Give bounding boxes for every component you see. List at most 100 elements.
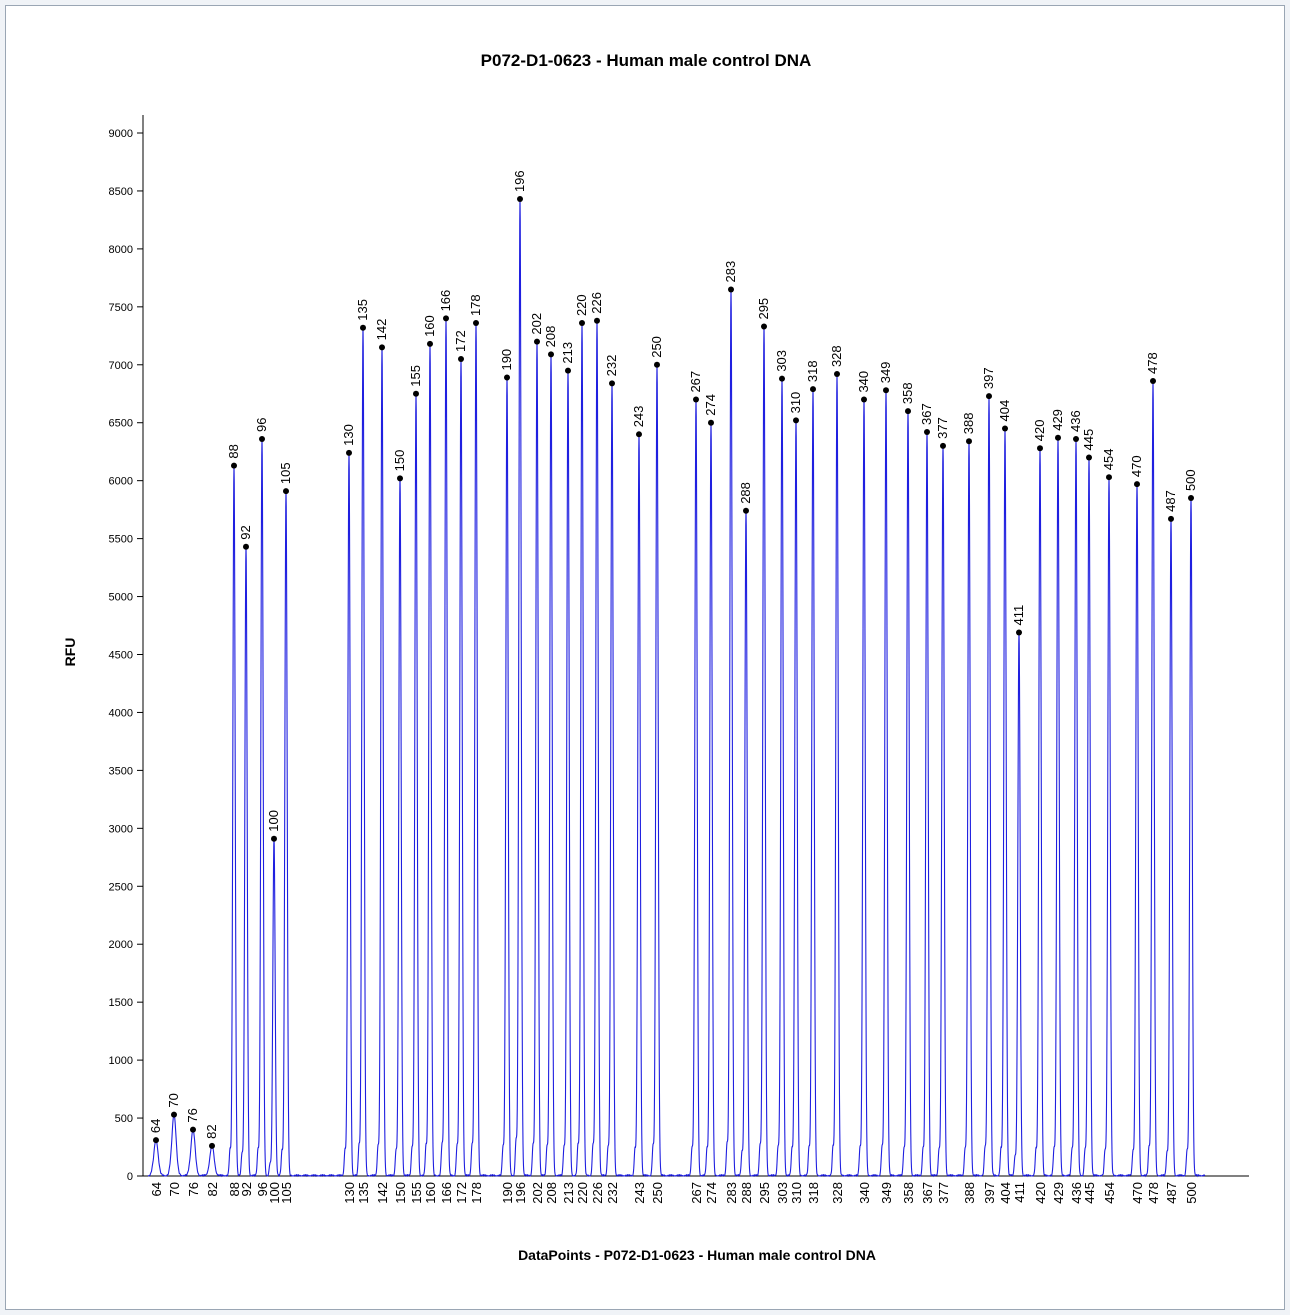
peak-marker	[153, 1137, 159, 1144]
peak-label: 250	[649, 336, 664, 358]
y-tick-label: 5000	[109, 592, 133, 604]
y-tick-label: 2500	[109, 881, 133, 893]
peak-marker	[413, 390, 419, 397]
x-tick-label: 470	[1130, 1182, 1145, 1204]
x-tick-label: 420	[1033, 1182, 1048, 1204]
y-tick-label: 8500	[109, 186, 133, 198]
peak-label: 328	[829, 345, 844, 367]
peak-label: 377	[935, 417, 950, 439]
peak-label: 358	[900, 382, 915, 404]
x-tick-label: 220	[575, 1182, 590, 1204]
peak-label: 445	[1081, 429, 1096, 451]
y-tick-label: 6000	[109, 476, 133, 488]
x-tick-label: 92	[239, 1182, 254, 1196]
peak-label: 340	[856, 371, 871, 393]
peak-label: 190	[499, 349, 514, 371]
y-tick-label: 3500	[109, 765, 133, 777]
x-tick-label: 226	[590, 1182, 605, 1204]
peak-label: 196	[512, 170, 527, 192]
y-tick-label: 9000	[109, 128, 133, 140]
peak-marker	[986, 393, 992, 400]
peak-marker	[171, 1111, 177, 1118]
x-tick-label: 82	[205, 1182, 220, 1196]
x-tick-label: 274	[704, 1182, 719, 1204]
peak-label: 88	[226, 444, 241, 458]
y-tick-label: 6500	[109, 418, 133, 430]
peak-marker	[190, 1126, 196, 1133]
x-tick-label: 411	[1012, 1182, 1027, 1203]
x-tick-label: 150	[393, 1182, 408, 1204]
peak-marker	[1073, 435, 1079, 442]
peak-marker	[517, 196, 523, 203]
peak-label: 500	[1183, 469, 1198, 491]
peak-marker	[379, 344, 385, 351]
peak-marker	[1055, 434, 1061, 441]
peak-label: 283	[723, 261, 738, 283]
x-tick-label: 397	[982, 1182, 997, 1204]
y-tick-label: 4000	[109, 707, 133, 719]
peak-marker	[905, 408, 911, 415]
peak-label: 220	[574, 294, 589, 316]
x-tick-label: 454	[1102, 1182, 1117, 1204]
x-tick-label: 429	[1051, 1182, 1066, 1204]
peak-marker	[1016, 629, 1022, 636]
x-tick-label: 328	[830, 1182, 845, 1204]
x-tick-label: 190	[500, 1182, 515, 1204]
x-tick-label: 76	[186, 1182, 201, 1196]
x-tick-label: 303	[775, 1182, 790, 1204]
y-tick-label: 8000	[109, 244, 133, 256]
y-tick-label: 5500	[109, 534, 133, 546]
peak-marker	[636, 431, 642, 438]
peak-marker	[271, 835, 277, 842]
peak-label: 478	[1145, 352, 1160, 374]
peak-label: 429	[1050, 409, 1065, 431]
y-tick-label: 1000	[109, 1055, 133, 1067]
peak-label: 213	[560, 342, 575, 364]
peak-marker	[1150, 378, 1156, 385]
x-tick-label: 105	[279, 1182, 294, 1204]
x-tick-label: 196	[513, 1182, 528, 1204]
peak-label: 226	[589, 292, 604, 314]
peak-label: 397	[981, 367, 996, 389]
x-tick-label: 500	[1184, 1182, 1199, 1204]
x-tick-label: 436	[1069, 1182, 1084, 1204]
x-tick-label: 445	[1082, 1182, 1097, 1204]
peak-marker	[548, 351, 554, 358]
peak-marker	[473, 320, 479, 327]
peak-marker	[609, 380, 615, 387]
y-tick-label: 0	[127, 1171, 133, 1183]
peak-label: 436	[1068, 410, 1083, 432]
x-tick-label: 388	[962, 1182, 977, 1204]
peak-marker	[761, 323, 767, 330]
peak-label: 303	[774, 350, 789, 372]
peak-label: 202	[529, 313, 544, 335]
peak-label: 487	[1163, 490, 1178, 512]
peak-label: 232	[604, 355, 619, 377]
peak-label: 367	[919, 403, 934, 425]
y-axis-title: RFU	[62, 638, 78, 667]
peak-label: 208	[543, 326, 558, 348]
y-tick-label: 1500	[109, 997, 133, 1009]
peak-label: 172	[453, 330, 468, 352]
x-tick-label: 160	[423, 1182, 438, 1204]
x-tick-label: 288	[739, 1182, 754, 1204]
peak-label: 105	[278, 462, 293, 484]
x-tick-label: 310	[789, 1182, 804, 1204]
x-tick-label: 130	[342, 1182, 357, 1204]
peak-label: 274	[703, 394, 718, 416]
peak-marker	[1188, 495, 1194, 502]
x-tick-label: 295	[757, 1182, 772, 1204]
x-tick-label: 267	[689, 1182, 704, 1204]
peak-marker	[1086, 454, 1092, 461]
peak-marker	[1106, 474, 1112, 481]
x-tick-label: 349	[879, 1182, 894, 1204]
peak-marker	[940, 442, 946, 449]
peak-marker	[346, 449, 352, 456]
peak-label: 142	[374, 319, 389, 341]
x-tick-label: 377	[936, 1182, 951, 1204]
y-tick-label: 3000	[109, 823, 133, 835]
peak-label: 160	[422, 315, 437, 337]
peak-label: 100	[266, 810, 281, 832]
peak-label: 295	[756, 298, 771, 320]
